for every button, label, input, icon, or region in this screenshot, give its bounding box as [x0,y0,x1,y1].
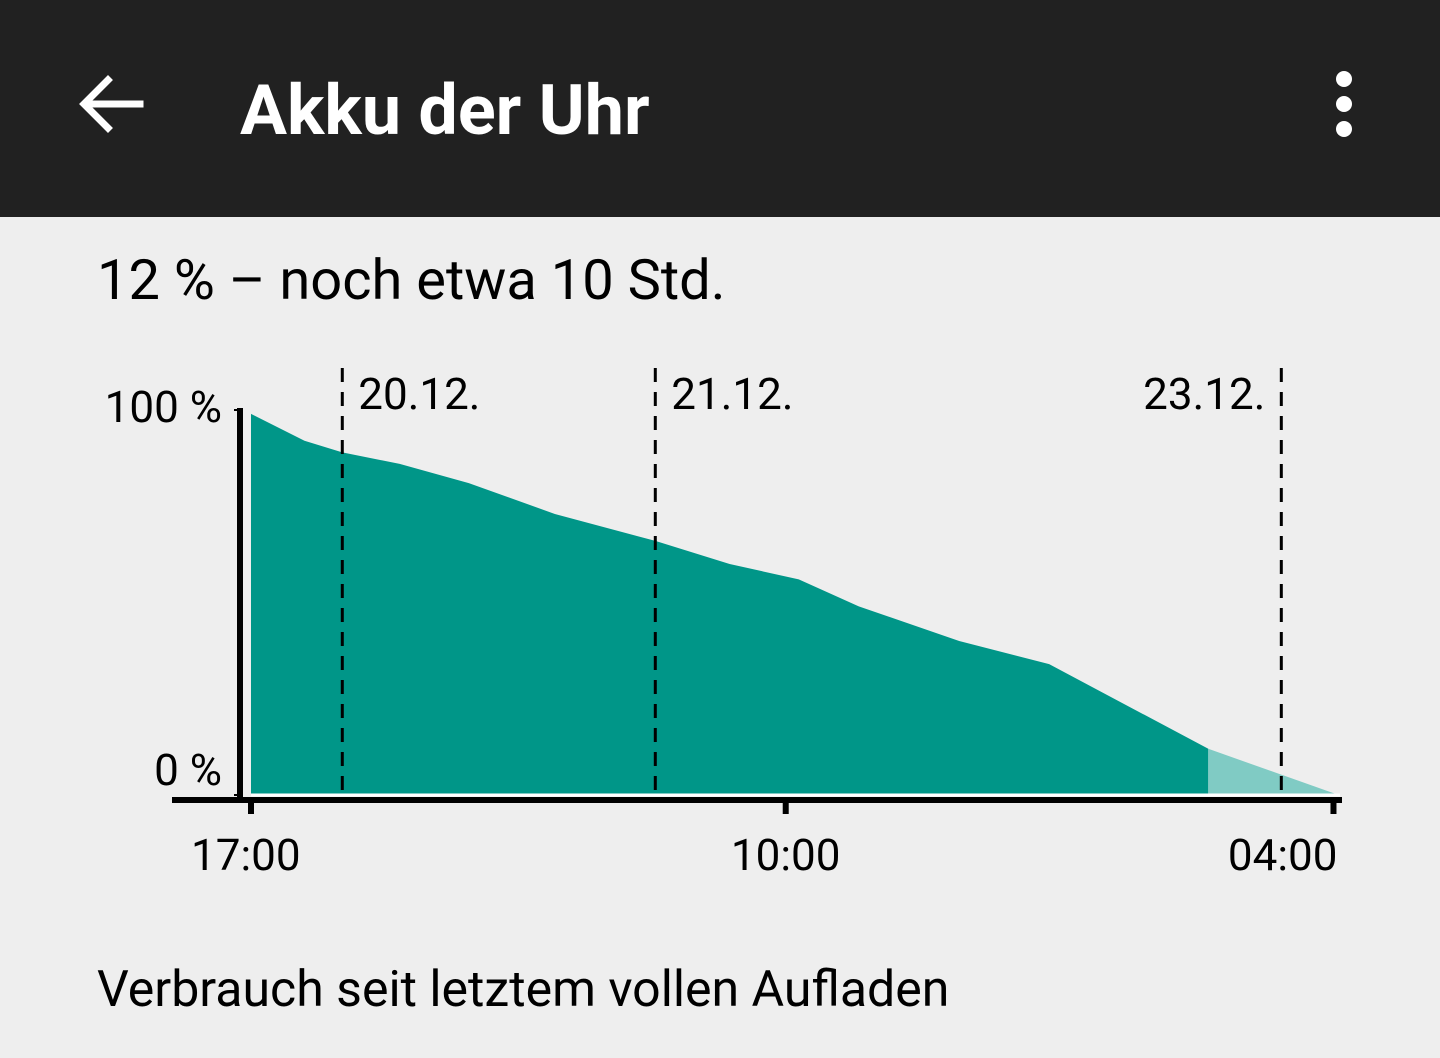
footer-text: Verbrauch seit letztem vollen Aufladen [97,961,949,1019]
overflow-menu[interactable] [1336,71,1352,137]
app-bar [0,0,1440,217]
date-marker-label: 20.12. [358,368,480,420]
y-tick-label: 0 % [154,744,222,796]
date-marker-label: 23.12. [1143,368,1265,420]
x-tick-label: 04:00 [1228,829,1338,881]
app-title: Akku der Uhr [240,70,650,152]
x-tick-label: 10:00 [731,829,841,881]
status-text: 12 % – noch etwa 10 Std. [97,247,726,313]
back-button[interactable] [79,75,144,133]
area [1208,748,1339,795]
date-marker-label: 21.12. [671,368,793,420]
x-tick-label: 17:00 [191,829,301,881]
area [251,413,1209,795]
battery-chart: 20.12. 21.12. 23.12. 0 % 100 % 17:00 10:00 04:0… [105,368,1342,881]
y-tick-label: 100 % [105,381,222,433]
